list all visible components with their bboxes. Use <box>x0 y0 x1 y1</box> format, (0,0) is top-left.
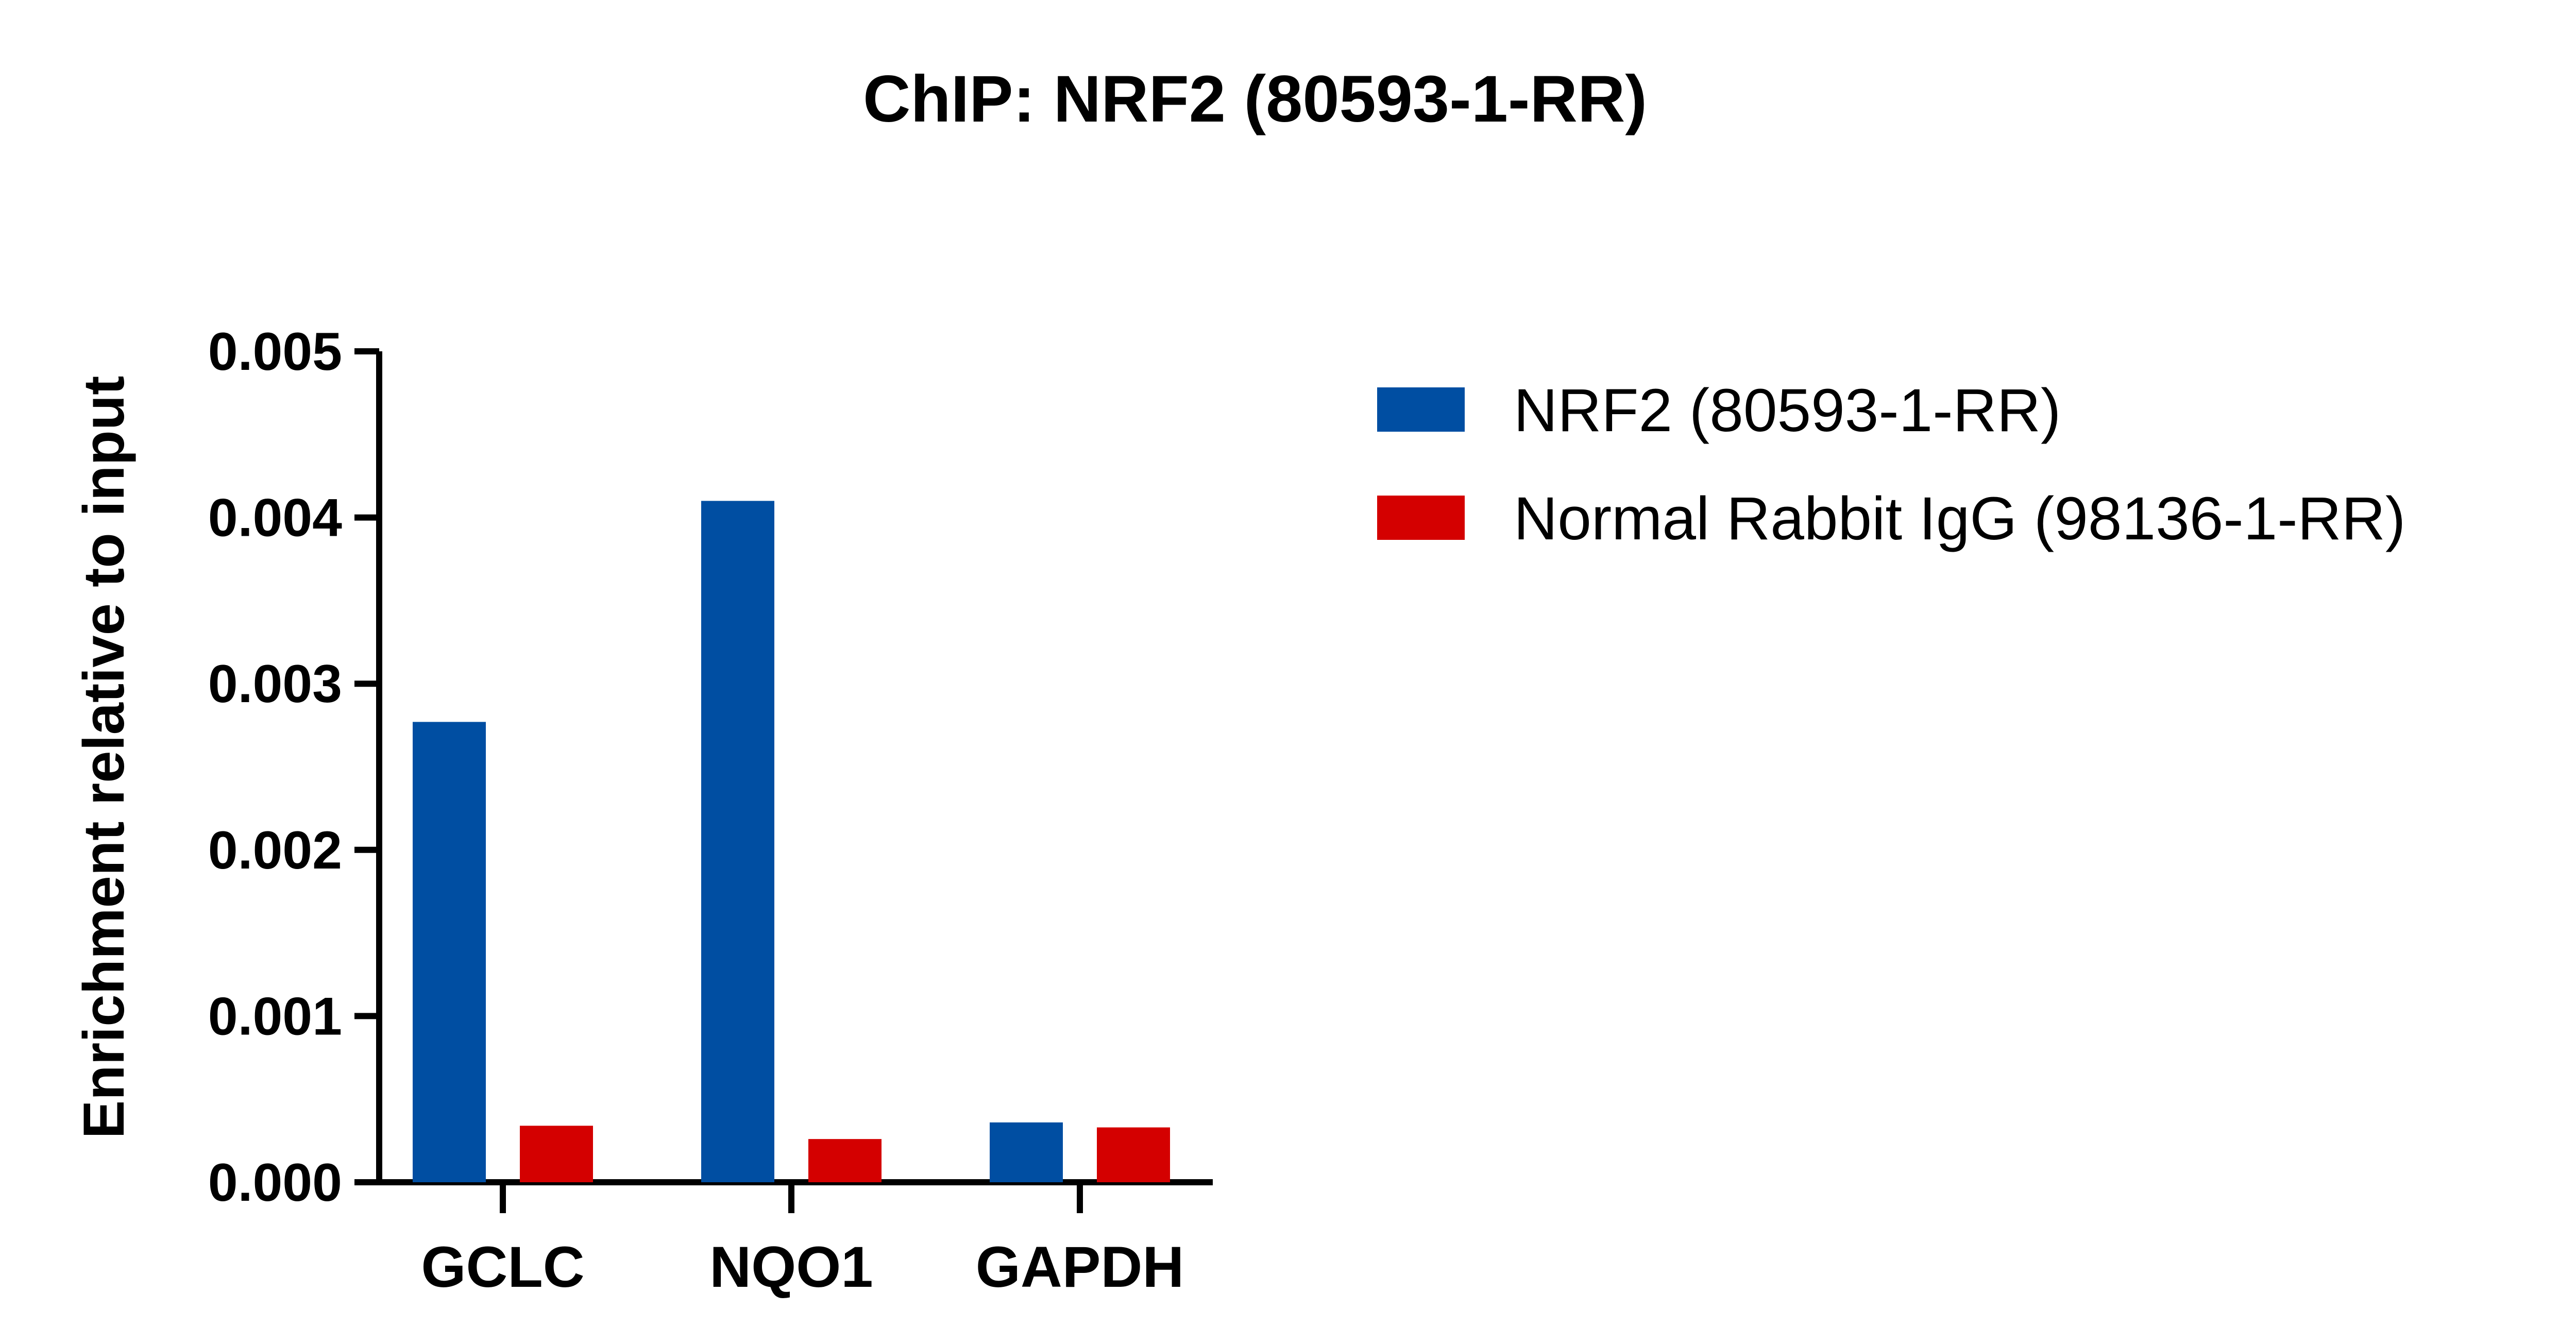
legend-swatch <box>1377 496 1465 540</box>
x-ticks: GCLC NQO1 GAPDH <box>421 1182 1184 1299</box>
x-tick-label: NQO1 <box>709 1235 873 1299</box>
x-tick-label: GCLC <box>421 1235 584 1299</box>
legend-label: NRF2 (80593-1-RR) <box>1514 377 2061 445</box>
y-tick-label: 0.004 <box>208 488 342 548</box>
legend-label: Normal Rabbit IgG (98136-1-RR) <box>1514 485 2405 553</box>
x-tick-label: GAPDH <box>976 1235 1184 1299</box>
y-tick-label: 0.001 <box>208 986 342 1046</box>
bar-gapdh-series-2 <box>1097 1127 1170 1182</box>
bar-nqo1-series-1 <box>701 501 774 1182</box>
bars <box>413 501 1170 1182</box>
y-tick-label: 0.000 <box>208 1153 342 1213</box>
bar-gapdh-series-1 <box>990 1122 1063 1182</box>
y-axis-label: Enrichment relative to input <box>72 376 136 1138</box>
bar-nqo1-series-2 <box>808 1139 882 1182</box>
y-ticks: 0.000 0.001 0.002 0.003 0.004 0.005 <box>208 322 379 1213</box>
y-tick-label: 0.002 <box>208 821 342 880</box>
bar-gclc-series-1 <box>413 722 486 1182</box>
y-tick-label: 0.003 <box>208 654 342 714</box>
legend: NRF2 (80593-1-RR) Normal Rabbit IgG (9813… <box>1377 377 2405 553</box>
bar-gclc-series-2 <box>520 1126 593 1182</box>
chart-title: ChIP: NRF2 (80593-1-RR) <box>863 62 1647 136</box>
legend-swatch <box>1377 387 1465 432</box>
y-tick-label: 0.005 <box>208 322 342 382</box>
